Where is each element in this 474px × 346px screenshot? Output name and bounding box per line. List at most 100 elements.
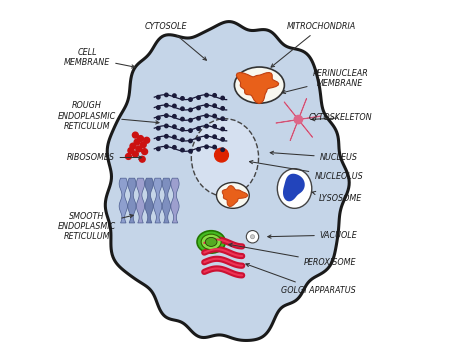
Circle shape (156, 116, 160, 120)
Circle shape (181, 138, 184, 142)
Polygon shape (171, 178, 179, 223)
Circle shape (132, 151, 138, 157)
Circle shape (221, 96, 224, 100)
Circle shape (221, 138, 224, 141)
Ellipse shape (197, 231, 225, 253)
Ellipse shape (217, 182, 249, 208)
Text: VACUOLE: VACUOLE (268, 230, 357, 239)
Polygon shape (119, 178, 128, 223)
Circle shape (137, 136, 144, 142)
Text: SMOOTH
ENDOPLASMIC
RETICULUM: SMOOTH ENDOPLASMIC RETICULUM (58, 211, 133, 241)
Polygon shape (298, 120, 312, 137)
Circle shape (205, 145, 208, 148)
Circle shape (181, 128, 184, 131)
Circle shape (205, 104, 208, 107)
Circle shape (205, 125, 208, 128)
Circle shape (132, 132, 138, 138)
Circle shape (181, 97, 184, 100)
Polygon shape (128, 178, 136, 223)
Circle shape (250, 235, 255, 239)
Circle shape (221, 107, 224, 110)
Circle shape (142, 149, 147, 155)
Circle shape (164, 135, 168, 138)
Polygon shape (222, 185, 247, 207)
Text: MITROCHONDRIA: MITROCHONDRIA (271, 22, 356, 67)
Circle shape (173, 146, 176, 149)
Circle shape (189, 129, 192, 132)
Circle shape (156, 147, 160, 151)
Circle shape (213, 125, 216, 128)
Circle shape (197, 96, 200, 99)
Circle shape (189, 149, 192, 153)
Circle shape (173, 94, 176, 97)
Circle shape (205, 114, 208, 118)
Polygon shape (145, 178, 153, 223)
Circle shape (197, 127, 200, 130)
Circle shape (156, 106, 160, 109)
Circle shape (164, 93, 168, 97)
Circle shape (213, 94, 216, 97)
Text: PERINUCLEAR
MEMBRANE: PERINUCLEAR MEMBRANE (282, 69, 368, 93)
Circle shape (221, 127, 224, 131)
Circle shape (156, 95, 160, 99)
Circle shape (213, 104, 216, 107)
Circle shape (139, 156, 145, 162)
Circle shape (164, 145, 168, 148)
Polygon shape (276, 120, 298, 123)
Text: ROUGH
ENDOPLASMIC
RETICULUM: ROUGH ENDOPLASMIC RETICULUM (58, 101, 159, 131)
Circle shape (140, 142, 146, 148)
Circle shape (205, 93, 208, 97)
Polygon shape (137, 178, 145, 223)
Circle shape (213, 145, 216, 149)
Circle shape (173, 104, 176, 108)
Circle shape (197, 148, 200, 151)
Circle shape (197, 137, 200, 141)
Circle shape (205, 135, 208, 138)
Circle shape (181, 148, 184, 152)
Circle shape (197, 117, 200, 120)
Polygon shape (284, 102, 298, 120)
Circle shape (128, 148, 134, 154)
Circle shape (136, 146, 142, 152)
Circle shape (221, 117, 224, 120)
Circle shape (156, 127, 160, 130)
Text: NUCLEUS: NUCLEUS (270, 151, 358, 162)
Polygon shape (298, 116, 321, 120)
Polygon shape (298, 99, 307, 120)
Circle shape (189, 139, 192, 143)
Ellipse shape (205, 237, 217, 246)
Text: RIBOSOMES: RIBOSOMES (66, 153, 142, 162)
Ellipse shape (235, 67, 284, 103)
Text: PEROXISOME: PEROXISOME (229, 243, 356, 267)
Circle shape (189, 98, 192, 101)
Circle shape (173, 115, 176, 118)
Circle shape (164, 114, 168, 117)
Circle shape (164, 103, 168, 107)
Circle shape (144, 137, 150, 143)
Ellipse shape (201, 234, 221, 250)
Circle shape (221, 148, 224, 152)
Text: NUCLEOLUS: NUCLEOLUS (249, 161, 363, 181)
Circle shape (156, 137, 160, 140)
Polygon shape (290, 120, 298, 140)
Circle shape (213, 114, 216, 118)
Circle shape (189, 119, 192, 122)
Circle shape (181, 107, 184, 110)
Circle shape (215, 148, 228, 162)
Circle shape (197, 106, 200, 110)
Text: GOLGI APPARATUS: GOLGI APPARATUS (246, 264, 356, 295)
Circle shape (181, 117, 184, 121)
Circle shape (134, 139, 140, 145)
Polygon shape (283, 174, 305, 201)
Circle shape (189, 108, 192, 112)
Circle shape (130, 143, 136, 149)
Circle shape (173, 125, 176, 128)
Polygon shape (237, 73, 279, 103)
Ellipse shape (277, 169, 312, 208)
Ellipse shape (191, 119, 258, 196)
Circle shape (246, 230, 259, 243)
Circle shape (294, 116, 302, 124)
Text: LYSOSOME: LYSOSOME (312, 191, 362, 203)
Polygon shape (154, 178, 162, 223)
Polygon shape (162, 178, 171, 223)
